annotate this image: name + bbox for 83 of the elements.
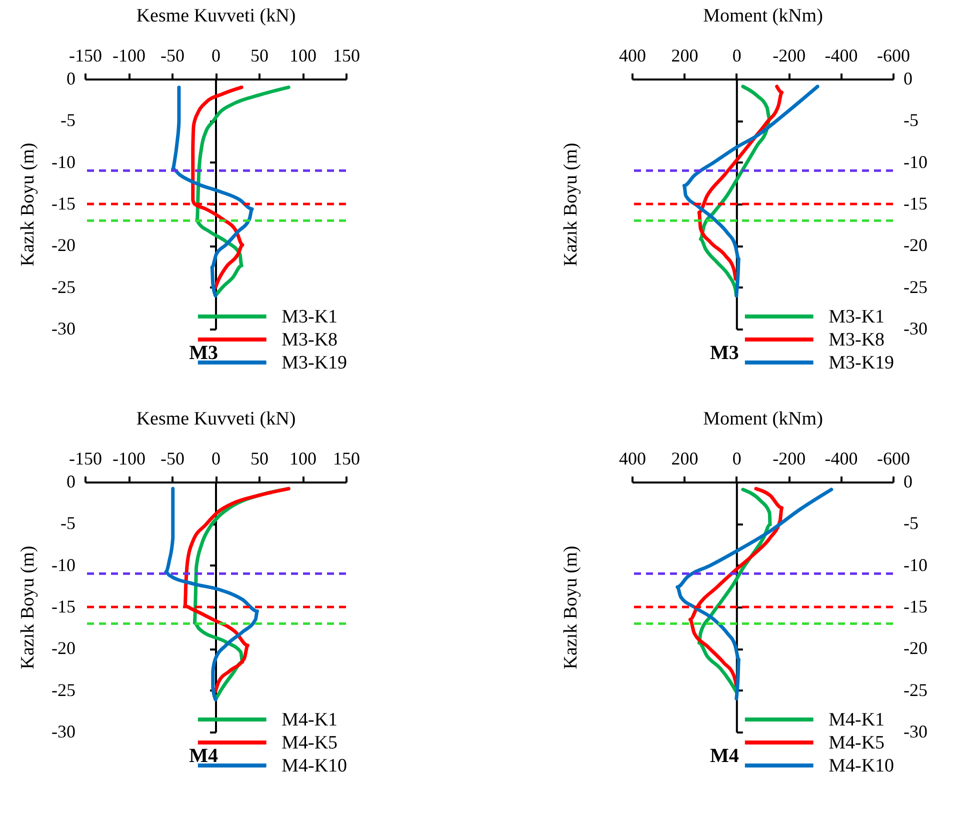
x-tick-label: -600 [877, 46, 910, 66]
y-tick-label: -30 [904, 318, 928, 338]
y-axis-title: Kazık Boyu (m) [560, 142, 582, 266]
y-tick-label: 0 [66, 472, 76, 492]
y-tick-label: -10 [52, 554, 76, 575]
x-tick-label: -100 [112, 46, 146, 66]
y-tick-label: -30 [52, 722, 76, 742]
x-tick-label: 200 [671, 46, 698, 66]
y-tick-label: -20 [904, 235, 928, 256]
y-tick-label: 0 [904, 472, 912, 492]
text: M3 [189, 342, 218, 364]
x-tick-label: -600 [877, 448, 910, 468]
legend-label: M3-K19 [828, 352, 894, 374]
y-tick-label: -5 [904, 110, 918, 130]
line-series [171, 86, 254, 298]
y-tick-label: -25 [52, 680, 76, 700]
y-tick-label: -15 [52, 596, 76, 616]
legend-label: M3-K19 [282, 352, 348, 374]
x-axis-title: Kesme Kuvveti (kN) [136, 6, 296, 26]
x-tick-label: 50 [250, 448, 268, 468]
x-tick-label: 150 [333, 46, 360, 66]
x-tick-label: 0 [212, 46, 220, 66]
x-axis-title: Moment (kNm) [703, 6, 823, 26]
legend-label: M4-K1 [282, 710, 338, 730]
y-tick-label: -10 [904, 152, 928, 172]
x-axis-title: Kesme Kuvveti (kN) [136, 408, 296, 430]
x-tick-label: -150 [69, 448, 102, 468]
y-tick-label: -10 [904, 554, 928, 575]
legend-label: M4-K1 [828, 710, 885, 730]
y-tick-label: -25 [52, 276, 76, 297]
x-tick-label: -150 [69, 46, 102, 66]
x-tick-label: 400 [619, 448, 646, 468]
legend-label: M3-K1 [828, 306, 885, 328]
line-series [195, 86, 290, 298]
x-tick-label: 100 [290, 46, 316, 66]
x-tick-label: -50 [160, 448, 184, 468]
x-tick-label: -50 [160, 46, 184, 66]
legend-label: M4-K5 [828, 732, 885, 754]
y-tick-label: -30 [52, 318, 76, 338]
x-tick-label: -200 [772, 46, 806, 66]
legend-label: M4-K10 [282, 756, 348, 776]
y-tick-label: -20 [52, 638, 76, 658]
x-tick-label: 0 [732, 448, 742, 468]
x-tick-label: -200 [772, 448, 806, 468]
y-axis-title: Kazık Boyu (m) [18, 142, 38, 266]
text: M4 [189, 745, 218, 767]
text: M3 [710, 342, 739, 364]
x-tick-label: 150 [333, 448, 360, 468]
y-axis-title: Kazık Boyu (m) [560, 546, 582, 670]
y-tick-label: -15 [904, 194, 928, 214]
x-tick-label: -400 [824, 46, 858, 66]
x-tick-label: -400 [824, 448, 858, 468]
legend-label: M4-K10 [828, 756, 894, 776]
x-tick-label: 0 [732, 46, 742, 66]
x-tick-label: 400 [619, 46, 646, 66]
legend-label: M3-K8 [828, 330, 885, 350]
y-tick-label: -25 [904, 680, 928, 700]
y-tick-label: 0 [66, 68, 76, 88]
x-tick-label: -100 [112, 448, 146, 468]
y-axis-title: Kazık Boyu (m) [18, 546, 38, 670]
legend-label: M3-K1 [282, 306, 338, 328]
y-tick-label: -25 [904, 276, 928, 297]
x-tick-label: 50 [250, 46, 268, 66]
legend-label: M4-K5 [282, 732, 338, 754]
y-tick-label: -15 [904, 596, 928, 616]
x-tick-label: 0 [212, 448, 220, 468]
line-series [676, 488, 834, 700]
y-tick-label: -5 [60, 110, 76, 130]
y-tick-label: -15 [52, 194, 76, 214]
legend-label: M3-K8 [282, 330, 338, 350]
x-axis-title: Moment (kNm) [703, 408, 823, 430]
y-tick-label: -10 [52, 152, 76, 172]
x-tick-label: 200 [671, 448, 698, 468]
line-series [164, 486, 260, 702]
y-tick-label: 0 [904, 68, 912, 88]
x-tick-label: 100 [290, 448, 316, 468]
y-tick-label: -30 [904, 722, 928, 742]
line-series [682, 84, 820, 298]
y-tick-label: -20 [52, 235, 76, 256]
y-tick-label: -5 [60, 513, 76, 534]
text: M4 [710, 745, 739, 767]
y-tick-label: -20 [904, 638, 928, 658]
y-tick-label: -5 [904, 513, 918, 534]
